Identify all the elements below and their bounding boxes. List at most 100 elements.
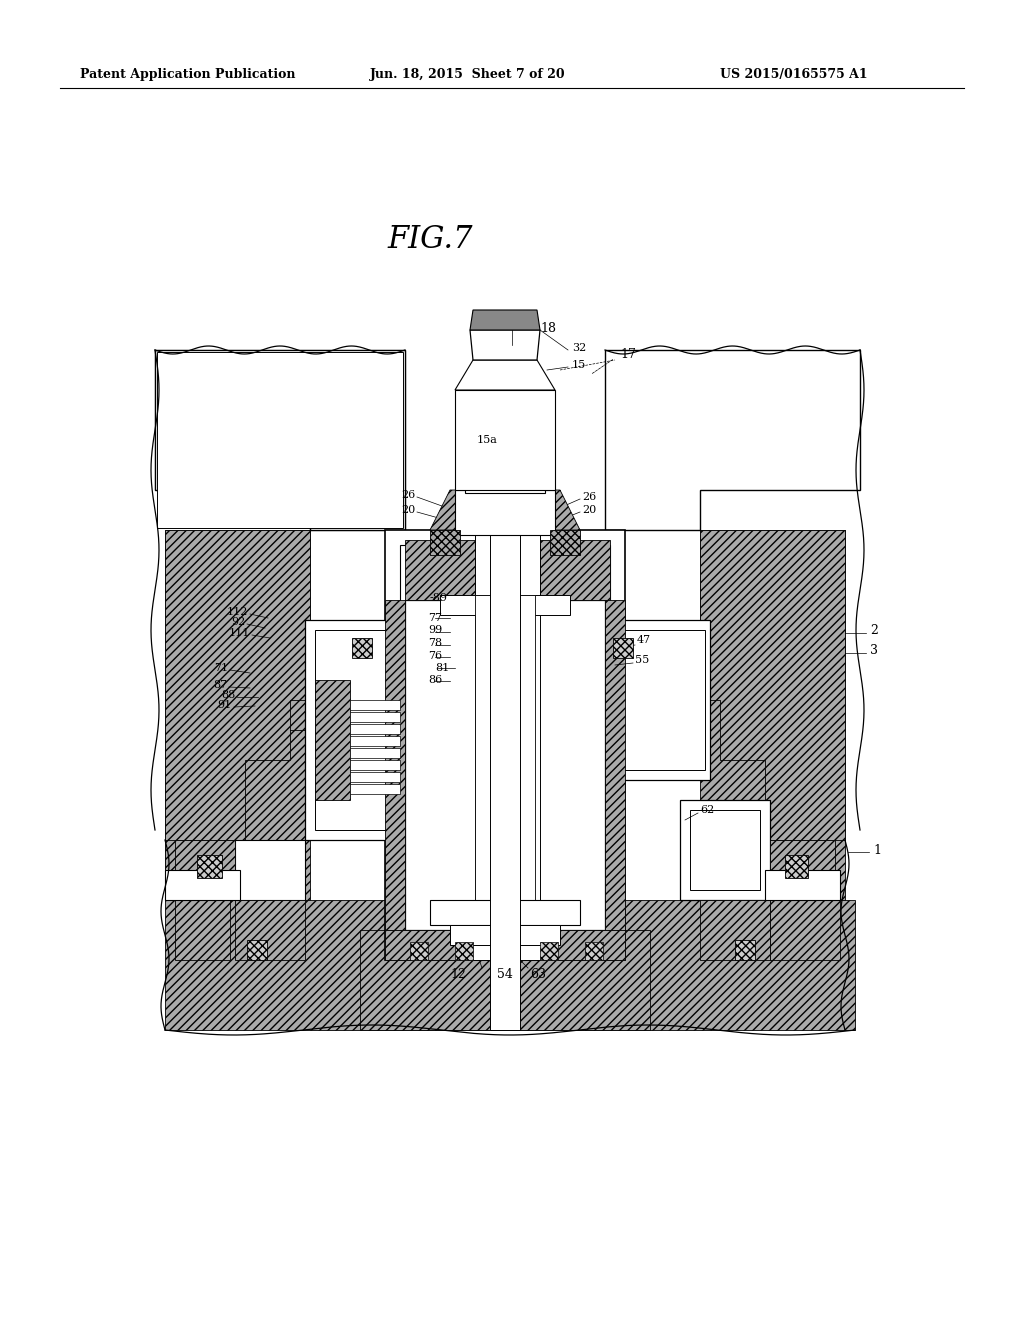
Text: 63: 63 bbox=[530, 969, 546, 982]
Text: 99: 99 bbox=[428, 624, 442, 635]
Polygon shape bbox=[765, 870, 840, 900]
Polygon shape bbox=[410, 942, 428, 960]
Text: -89: -89 bbox=[430, 593, 449, 603]
Text: 91: 91 bbox=[218, 700, 232, 710]
Polygon shape bbox=[430, 531, 460, 554]
Polygon shape bbox=[157, 352, 403, 528]
Polygon shape bbox=[350, 748, 400, 758]
Polygon shape bbox=[440, 595, 570, 615]
Polygon shape bbox=[400, 545, 610, 945]
Polygon shape bbox=[430, 900, 580, 925]
Text: 15: 15 bbox=[572, 360, 587, 370]
Polygon shape bbox=[406, 601, 605, 931]
Polygon shape bbox=[165, 531, 310, 840]
Polygon shape bbox=[490, 330, 520, 1030]
Polygon shape bbox=[540, 942, 558, 960]
Text: 112: 112 bbox=[226, 607, 248, 616]
Polygon shape bbox=[475, 531, 540, 960]
Polygon shape bbox=[455, 360, 555, 389]
Polygon shape bbox=[785, 855, 808, 878]
Text: 20: 20 bbox=[400, 506, 415, 515]
Polygon shape bbox=[350, 760, 400, 770]
Polygon shape bbox=[613, 638, 633, 657]
Text: 86: 86 bbox=[428, 675, 442, 685]
Polygon shape bbox=[605, 350, 860, 531]
Polygon shape bbox=[350, 737, 400, 746]
Text: 18: 18 bbox=[540, 322, 556, 334]
Polygon shape bbox=[352, 638, 372, 657]
Text: Jun. 18, 2015  Sheet 7 of 20: Jun. 18, 2015 Sheet 7 of 20 bbox=[370, 69, 565, 81]
Polygon shape bbox=[247, 940, 267, 960]
Text: 81: 81 bbox=[435, 663, 450, 673]
Polygon shape bbox=[350, 711, 400, 722]
Polygon shape bbox=[735, 940, 755, 960]
Text: 17: 17 bbox=[620, 348, 636, 362]
Polygon shape bbox=[470, 310, 540, 330]
Polygon shape bbox=[234, 900, 305, 960]
Text: 88: 88 bbox=[221, 690, 234, 700]
Polygon shape bbox=[455, 490, 560, 535]
Text: 111: 111 bbox=[228, 628, 250, 638]
Text: 92: 92 bbox=[230, 616, 245, 627]
Text: 12: 12 bbox=[451, 969, 466, 982]
Polygon shape bbox=[385, 931, 625, 960]
Text: 32: 32 bbox=[572, 343, 587, 352]
Polygon shape bbox=[197, 855, 222, 878]
Polygon shape bbox=[450, 925, 560, 945]
Text: 47: 47 bbox=[637, 635, 651, 645]
Polygon shape bbox=[385, 531, 625, 960]
Text: 3: 3 bbox=[870, 644, 878, 656]
Polygon shape bbox=[465, 455, 545, 492]
Text: 15a: 15a bbox=[476, 436, 498, 445]
Polygon shape bbox=[234, 840, 305, 900]
Polygon shape bbox=[455, 490, 555, 535]
Polygon shape bbox=[455, 942, 473, 960]
Text: 77: 77 bbox=[428, 612, 442, 623]
Polygon shape bbox=[475, 595, 535, 935]
Text: 26: 26 bbox=[582, 492, 596, 502]
Text: 62: 62 bbox=[700, 805, 715, 814]
Polygon shape bbox=[770, 900, 840, 960]
Polygon shape bbox=[540, 540, 610, 601]
Polygon shape bbox=[700, 531, 845, 840]
Polygon shape bbox=[700, 900, 770, 960]
Polygon shape bbox=[455, 389, 555, 490]
Polygon shape bbox=[165, 900, 855, 1030]
Text: 1: 1 bbox=[873, 843, 881, 857]
Polygon shape bbox=[610, 620, 710, 780]
Polygon shape bbox=[315, 630, 395, 830]
Polygon shape bbox=[615, 630, 705, 770]
Polygon shape bbox=[360, 931, 650, 1030]
Polygon shape bbox=[700, 531, 845, 900]
Polygon shape bbox=[690, 810, 760, 890]
Polygon shape bbox=[155, 350, 406, 531]
Polygon shape bbox=[385, 601, 406, 931]
Text: 76: 76 bbox=[428, 651, 442, 661]
Text: 78: 78 bbox=[428, 638, 442, 648]
Polygon shape bbox=[350, 723, 400, 734]
Text: 54: 54 bbox=[497, 969, 513, 982]
Text: 20: 20 bbox=[582, 506, 596, 515]
Text: 71: 71 bbox=[214, 663, 228, 673]
Polygon shape bbox=[406, 540, 475, 601]
Text: 26: 26 bbox=[400, 490, 415, 500]
Text: Patent Application Publication: Patent Application Publication bbox=[80, 69, 296, 81]
Polygon shape bbox=[315, 680, 350, 800]
Polygon shape bbox=[165, 870, 240, 900]
Polygon shape bbox=[605, 601, 625, 931]
Text: 2: 2 bbox=[870, 623, 878, 636]
Polygon shape bbox=[460, 945, 550, 960]
Polygon shape bbox=[165, 730, 305, 900]
Polygon shape bbox=[470, 330, 540, 360]
Polygon shape bbox=[550, 531, 580, 554]
Text: US 2015/0165575 A1: US 2015/0165575 A1 bbox=[720, 69, 867, 81]
Polygon shape bbox=[430, 490, 580, 531]
Polygon shape bbox=[585, 942, 603, 960]
Polygon shape bbox=[175, 840, 234, 870]
Polygon shape bbox=[155, 350, 406, 531]
Polygon shape bbox=[305, 620, 400, 840]
Polygon shape bbox=[175, 900, 230, 960]
Text: 55: 55 bbox=[635, 655, 649, 665]
Polygon shape bbox=[165, 531, 310, 900]
Text: FIG.7: FIG.7 bbox=[387, 224, 473, 256]
